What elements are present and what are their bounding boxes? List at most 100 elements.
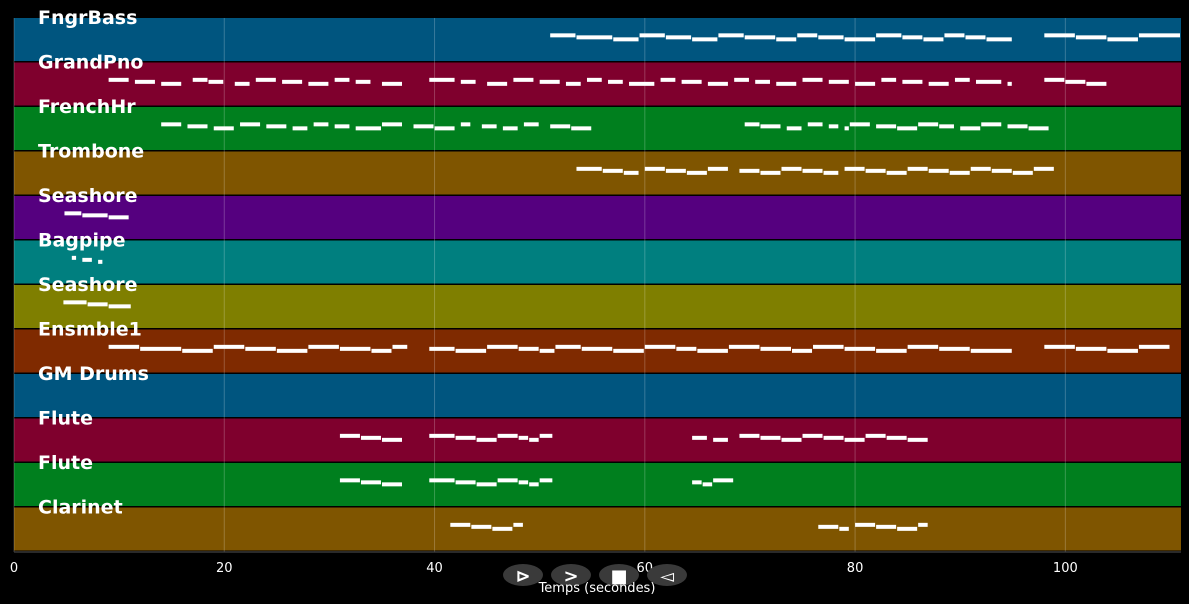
- note: [1138, 33, 1180, 38]
- track-lane: [14, 62, 1181, 106]
- note: [902, 79, 923, 84]
- note: [1028, 126, 1049, 131]
- note: [334, 124, 350, 129]
- track-lane: [14, 463, 1181, 506]
- note: [949, 170, 970, 175]
- note: [881, 77, 897, 82]
- note: [392, 344, 408, 349]
- note: [276, 348, 308, 353]
- note: [529, 437, 539, 442]
- note: [728, 344, 760, 349]
- note: [429, 346, 455, 351]
- note: [1044, 77, 1065, 82]
- note: [518, 435, 529, 440]
- note: [739, 168, 760, 173]
- note: [487, 81, 508, 86]
- note: [713, 478, 734, 483]
- note: [902, 35, 923, 40]
- note: [1107, 37, 1138, 42]
- note: [355, 79, 371, 84]
- note: [1086, 81, 1107, 86]
- note: [282, 79, 303, 84]
- note: [471, 524, 492, 529]
- note: [613, 37, 639, 42]
- note: [381, 482, 402, 487]
- note: [460, 122, 471, 127]
- forward-button[interactable]: >: [551, 564, 591, 587]
- note: [1075, 35, 1107, 40]
- note: [886, 435, 907, 440]
- track-label: Bagpipe: [38, 230, 126, 252]
- stop-button-bg: [599, 564, 639, 586]
- x-axis: 0 20 40 60 80 100: [10, 551, 1181, 576]
- play-icon: ⊳: [515, 566, 530, 587]
- note: [63, 300, 87, 305]
- play-button[interactable]: ⊳: [503, 564, 543, 587]
- forward-button-bg: [551, 564, 591, 586]
- note: [692, 37, 718, 42]
- note: [208, 79, 224, 84]
- track-lane: [14, 418, 1181, 462]
- note: [744, 122, 760, 127]
- note: [213, 344, 245, 349]
- note: [702, 482, 713, 487]
- track-label: Clarinet: [38, 497, 123, 519]
- note: [371, 348, 392, 353]
- rewind-button[interactable]: ◅: [647, 564, 687, 587]
- note: [523, 122, 539, 127]
- note: [665, 168, 686, 173]
- note: [928, 81, 949, 86]
- stop-button[interactable]: ■: [599, 564, 639, 587]
- note: [539, 348, 555, 353]
- note: [991, 168, 1012, 173]
- note: [665, 35, 692, 40]
- x-tick-label: 0: [10, 561, 18, 576]
- note: [776, 37, 797, 42]
- note: [676, 346, 697, 351]
- note: [918, 522, 928, 527]
- note: [897, 126, 918, 131]
- note: [1007, 81, 1012, 86]
- note: [981, 122, 1002, 127]
- note: [813, 344, 844, 349]
- note: [513, 522, 523, 527]
- note: [460, 79, 476, 84]
- note: [844, 346, 876, 351]
- note: [744, 35, 776, 40]
- note: [944, 33, 965, 38]
- note: [381, 122, 402, 127]
- note: [360, 480, 381, 485]
- note: [429, 77, 455, 82]
- note: [539, 79, 560, 84]
- note: [381, 437, 402, 442]
- note: [681, 79, 702, 84]
- note: [98, 259, 103, 264]
- note: [82, 213, 108, 218]
- note: [844, 166, 865, 171]
- note: [255, 77, 276, 82]
- note: [907, 166, 928, 171]
- note: [1044, 33, 1075, 38]
- note: [413, 124, 434, 129]
- note: [718, 33, 744, 38]
- note: [823, 170, 839, 175]
- note: [828, 124, 839, 129]
- note: [213, 126, 234, 131]
- note: [455, 348, 487, 353]
- rewind-icon: ◅: [660, 566, 674, 587]
- note: [839, 526, 849, 531]
- note: [802, 168, 823, 173]
- note: [781, 166, 802, 171]
- note: [918, 122, 939, 127]
- note: [497, 478, 518, 483]
- note: [844, 37, 876, 42]
- time-grid: [13, 18, 1066, 552]
- note: [876, 524, 897, 529]
- note: [518, 346, 539, 351]
- note: [108, 215, 129, 220]
- note: [828, 79, 849, 84]
- track-labels: FngrBass GrandPno FrenchHr Trombone Seashore…: [38, 7, 149, 519]
- note: [807, 122, 823, 127]
- note: [550, 124, 571, 129]
- note: [907, 437, 928, 442]
